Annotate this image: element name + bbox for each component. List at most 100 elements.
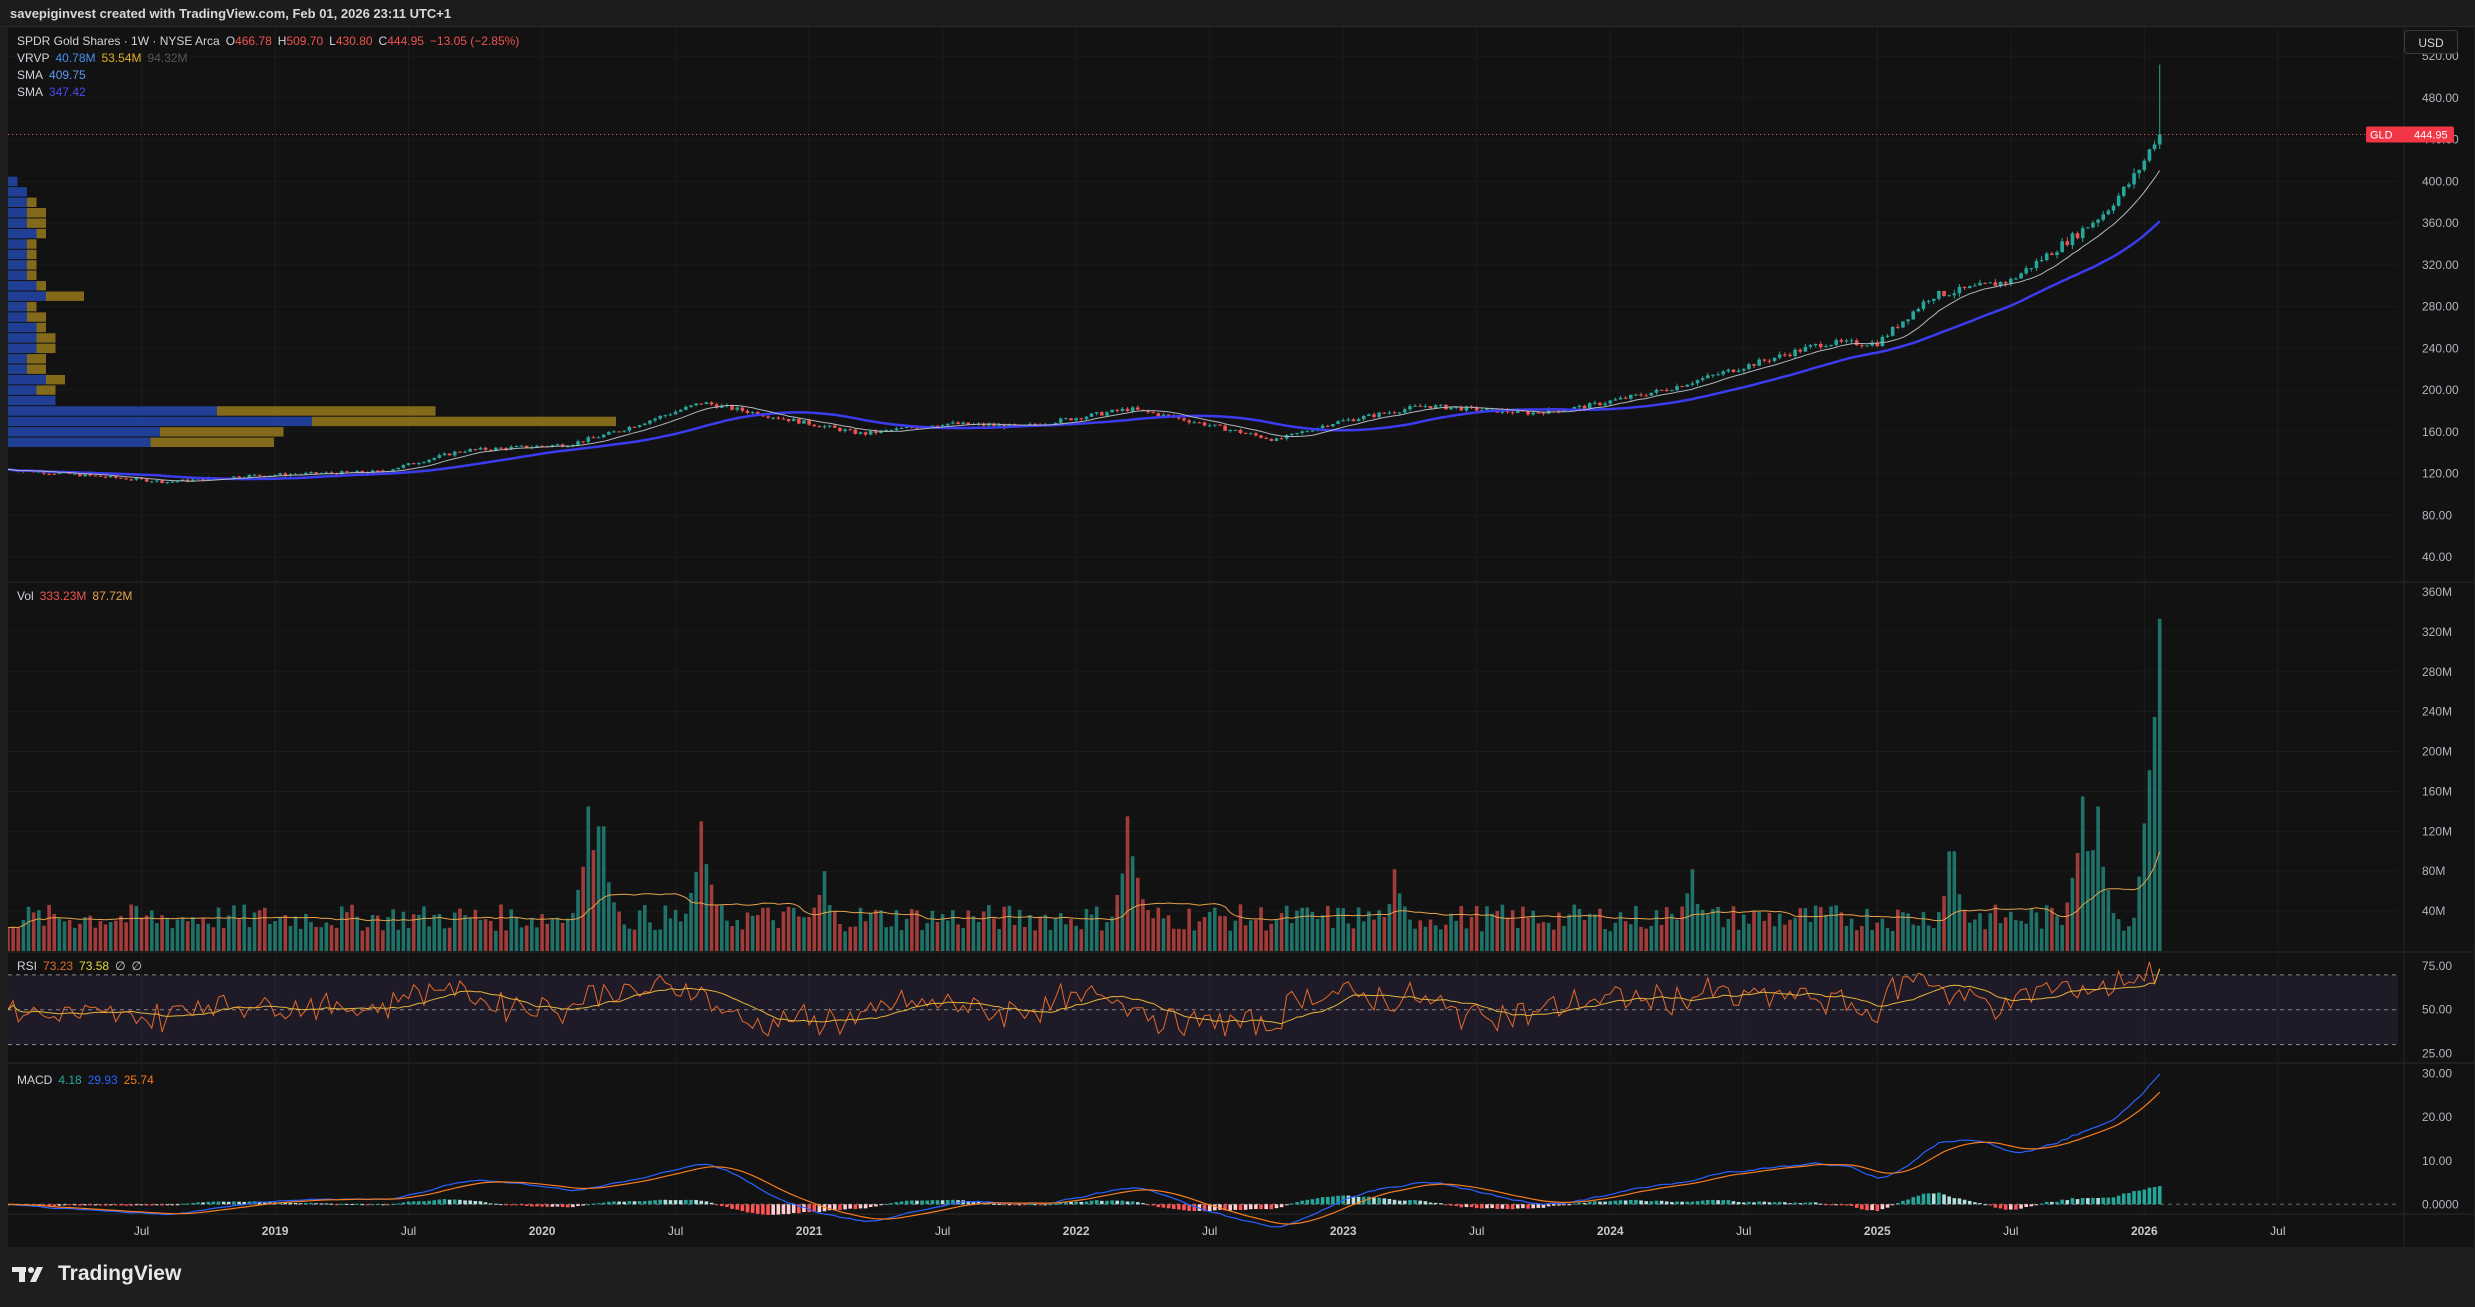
tradingview-logo[interactable]: TradingView <box>12 1262 181 1286</box>
volume-bar <box>237 919 241 951</box>
chart-canvas[interactable]: Jul 2019 Jul 2020 Jul 2021 Jul 2022 Jul 2023 Jul 20… <box>6 27 2474 1247</box>
macd-histogram-bar <box>894 1202 899 1205</box>
price-candle <box>1028 423 1032 425</box>
macd-histogram-bar <box>1069 1201 1073 1205</box>
volume-bar <box>304 913 308 951</box>
macd-histogram-bar <box>1125 1201 1130 1205</box>
price-candle <box>1931 298 1936 301</box>
volume-profile-up-bar <box>8 312 27 322</box>
price-candle <box>678 409 683 412</box>
vrvp-legend[interactable]: VRVP 40.78M 53.54M 94.32M <box>17 51 194 65</box>
macd-histogram-bar <box>411 1201 416 1205</box>
volume-bar <box>1325 905 1330 951</box>
currency-button[interactable]: USD <box>2404 30 2458 54</box>
macd-histogram-bar <box>1757 1201 1761 1205</box>
volume-bar <box>1207 911 1212 951</box>
volume-bar <box>1783 924 1787 951</box>
x-axis-tick-label: Jul <box>1202 1224 1217 1238</box>
macd-histogram-bar <box>1931 1193 1936 1205</box>
macd-histogram-bar <box>745 1204 750 1213</box>
price-candle <box>1197 422 1202 424</box>
sma-fast-legend[interactable]: SMA 409.75 <box>17 68 92 82</box>
price-candle <box>848 429 852 431</box>
macd-histogram-bar <box>1238 1204 1243 1211</box>
macd-histogram-bar <box>2065 1200 2070 1205</box>
price-candle <box>730 405 734 410</box>
macd-histogram-bar <box>452 1199 457 1205</box>
price-candle <box>114 476 118 478</box>
macd-histogram-bar <box>1423 1201 1428 1205</box>
volume-bar <box>1998 923 2003 951</box>
symbol-title[interactable]: SPDR Gold Shares · 1W · NYSE Arca <box>17 34 220 48</box>
rsi-axis-tick-label: 50.00 <box>2422 1003 2452 1017</box>
macd-histogram-bar <box>345 1203 349 1205</box>
macd-histogram-bar <box>1767 1202 1772 1205</box>
macd-histogram-bar <box>1993 1204 1998 1208</box>
volume-profile-down-bar <box>312 416 616 427</box>
rsi-legend[interactable]: RSI 73.23 73.58 ∅ ∅ <box>17 959 148 973</box>
volume-bar <box>1079 929 1084 951</box>
price-candle <box>1156 413 1161 417</box>
volume-bar <box>945 920 950 951</box>
volume-bar <box>1048 929 1053 951</box>
macd-histogram-bar <box>1824 1204 1828 1206</box>
price-candle <box>1890 326 1895 336</box>
sma-fast-label: SMA <box>17 68 44 82</box>
volume-bar <box>1700 909 1705 951</box>
price-candle <box>535 445 539 448</box>
price-candle <box>1973 285 1977 287</box>
price-candle <box>247 474 252 478</box>
macd-histogram-bar <box>1151 1204 1155 1206</box>
volume-bar <box>504 930 508 951</box>
macd-legend[interactable]: MACD 4.18 29.93 25.74 <box>17 1073 160 1087</box>
macd-histogram-bar <box>1074 1201 1078 1205</box>
price-candle <box>375 470 380 472</box>
price-candle <box>1295 433 1299 435</box>
price-candle <box>191 479 195 482</box>
price-candle <box>822 426 827 428</box>
chart-area[interactable]: Jul 2019 Jul 2020 Jul 2021 Jul 2022 Jul 2023 Jul 20… <box>6 27 2474 1247</box>
price-candle <box>915 427 919 429</box>
volume-bar <box>242 904 247 951</box>
price-legend: SPDR Gold Shares · 1W · NYSE Arca O466.78… <box>17 34 525 48</box>
macd-histogram-bar <box>863 1204 868 1209</box>
macd-histogram-bar <box>1367 1196 1371 1205</box>
volume-bar <box>1248 920 1253 951</box>
price-candle <box>1064 418 1068 420</box>
price-candle <box>519 445 524 447</box>
volume-bar <box>1937 912 1941 951</box>
macd-histogram-bar <box>827 1204 832 1211</box>
macd-histogram-bar <box>509 1204 514 1206</box>
volume-bar <box>16 928 21 951</box>
price-candle <box>1736 370 1741 373</box>
volume-bar <box>350 904 354 951</box>
volume-bar <box>1839 912 1844 951</box>
tradingview-logo-icon <box>12 1267 43 1282</box>
macd-histogram-bar <box>1023 1204 1027 1206</box>
volume-profile-down-bar <box>36 333 56 343</box>
volume-bar <box>1105 922 1109 951</box>
x-axis-tick-label: Jul <box>2270 1224 2285 1238</box>
price-candle <box>1367 414 1371 416</box>
macd-histogram-bar <box>1818 1203 1823 1205</box>
price-candle <box>391 469 395 472</box>
price-candle <box>283 473 288 476</box>
volume-bar <box>560 922 565 951</box>
macd-histogram-bar <box>1387 1198 1392 1205</box>
volume-bar <box>124 922 128 951</box>
volume-profile-down-bar <box>46 374 65 385</box>
vrvp-total-value: 94.32M <box>147 51 188 65</box>
price-candle <box>1942 291 1946 296</box>
volume-bar <box>78 923 82 951</box>
macd-histogram-bar <box>242 1201 247 1205</box>
macd-histogram-bar <box>355 1203 360 1205</box>
macd-histogram-bar <box>2055 1201 2059 1205</box>
volume-bar <box>1377 910 1381 951</box>
macd-histogram-bar <box>1171 1204 1176 1209</box>
sma-slow-legend[interactable]: SMA 347.42 <box>17 85 92 99</box>
volume-bar <box>1438 929 1443 951</box>
price-candle <box>2065 241 2070 246</box>
price-candle <box>1361 415 1366 420</box>
volume-legend[interactable]: Vol 333.23M 87.72M <box>17 589 138 603</box>
macd-histogram-bar <box>735 1204 740 1210</box>
